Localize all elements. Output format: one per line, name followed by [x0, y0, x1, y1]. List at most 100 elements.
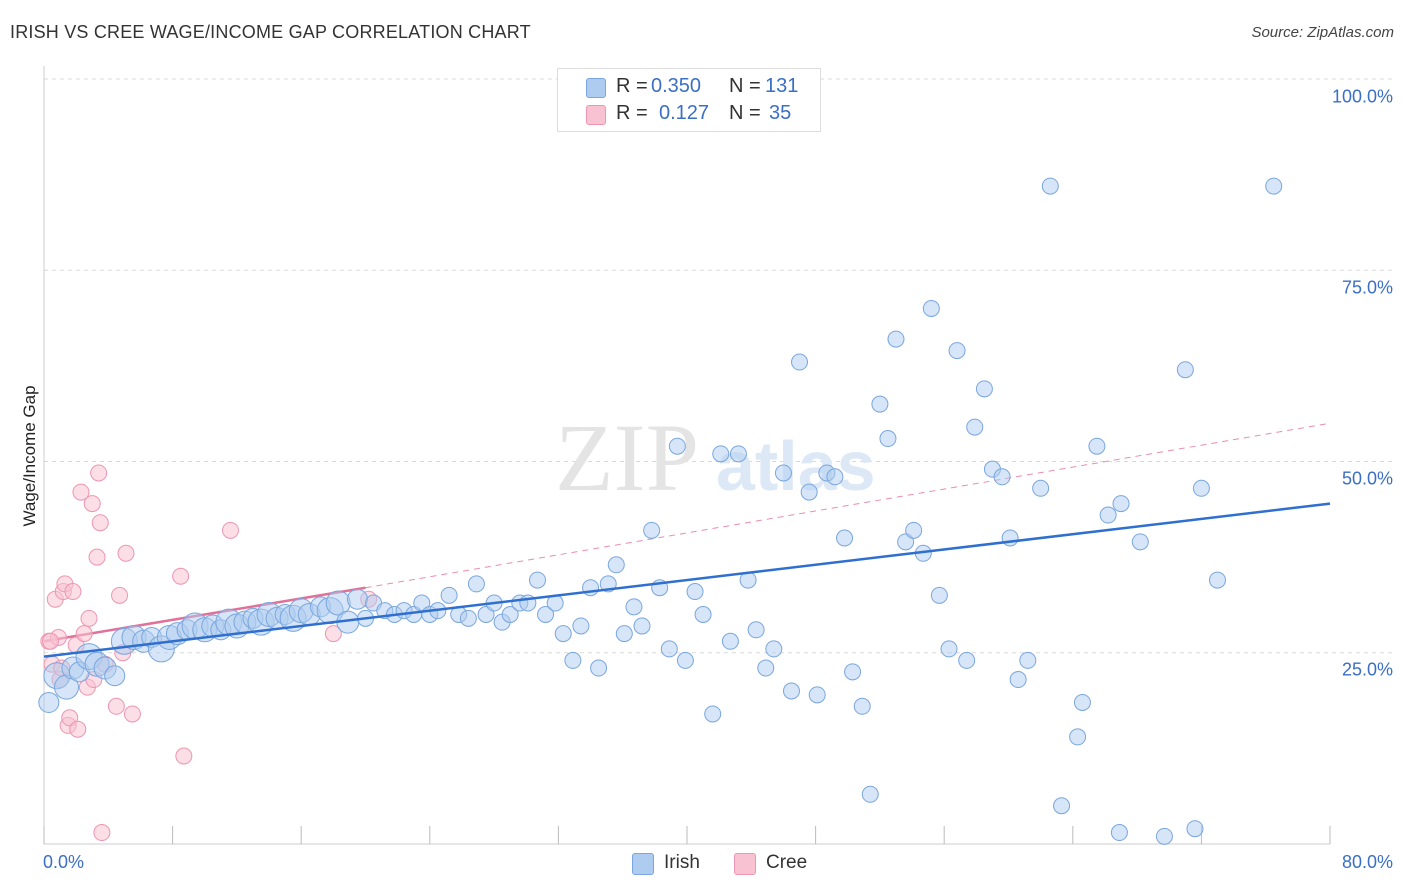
cree-point [64, 583, 82, 601]
cree-point [88, 548, 106, 566]
x-tick-max: 80.0% [1341, 852, 1393, 872]
cree-point [75, 625, 93, 643]
irish-point [948, 342, 966, 360]
irish-point [607, 556, 625, 574]
cree-trend-extension [365, 422, 1331, 589]
watermark-zip: ZIP [555, 404, 699, 511]
irish-point [791, 353, 809, 371]
irish-trend-line [43, 502, 1331, 658]
correlation-legend: R = 0.350 N = 131 R = 0.127 N = 35 [557, 68, 821, 132]
cree-point [107, 697, 125, 715]
chart-title: IRISH VS CREE WAGE/INCOME GAP CORRELATIO… [10, 22, 531, 42]
irish-point [704, 705, 722, 723]
cree-point [93, 824, 111, 842]
irish-point [747, 621, 765, 639]
irish-point [782, 682, 800, 700]
irish-point [826, 468, 844, 486]
irish-point [1001, 529, 1019, 547]
cree-trend-solid [43, 586, 366, 643]
irish-point [861, 785, 879, 803]
irish-point [564, 651, 582, 669]
irish-point [660, 640, 678, 658]
irish-point [1009, 671, 1027, 689]
irish-point [1155, 827, 1173, 845]
cree-point [83, 495, 101, 513]
cree-n-label: N = [729, 102, 761, 124]
cree-point [175, 747, 193, 765]
irish-point [958, 651, 976, 669]
irish-r-label: R = [616, 75, 648, 97]
axes [43, 66, 1331, 845]
irish-point [905, 521, 923, 539]
watermark: ZIP atlas [555, 404, 876, 511]
irish-point [757, 659, 775, 677]
irish-n-label: N = [729, 75, 761, 97]
cree-trend-line [43, 422, 1331, 643]
irish-point [966, 418, 984, 436]
irish-point [633, 617, 651, 635]
irish-point [590, 659, 608, 677]
irish-point [501, 606, 519, 623]
irish-point [1073, 693, 1091, 711]
cree-n-value: 35 [769, 102, 792, 124]
cree-point [41, 632, 59, 650]
irish-point [1088, 437, 1106, 455]
cree-point [172, 567, 190, 585]
irish-points [38, 177, 1283, 845]
irish-r-value: 0.350 [651, 75, 702, 97]
irish-point [686, 583, 704, 601]
irish-point [1112, 495, 1130, 513]
irish-point [712, 445, 730, 463]
irish-point [1041, 177, 1059, 195]
bottom-legend-cree: Cree [734, 852, 824, 876]
irish-point [572, 617, 590, 635]
irish-point [940, 640, 958, 658]
irish-point [1019, 651, 1037, 669]
irish-trend-solid [43, 502, 1331, 658]
cree-point [123, 705, 141, 723]
cree-r-label: R = [616, 102, 648, 124]
irish-swatch [586, 78, 606, 98]
irish-point [38, 691, 60, 713]
irish-point [871, 395, 889, 413]
cree-point [91, 514, 109, 532]
irish-point [676, 651, 694, 669]
bottom-legend-irish: Irish [632, 852, 722, 876]
irish-point [104, 665, 126, 687]
cree-point [90, 464, 108, 482]
irish-point [729, 445, 747, 463]
irish-point [922, 300, 940, 317]
irish-point [467, 575, 485, 593]
cree-point [111, 586, 129, 604]
irish-point [1131, 533, 1149, 551]
bottom-legend-cree-swatch [734, 853, 756, 875]
irish-point [930, 586, 948, 604]
irish-point [537, 606, 555, 623]
bottom-legend-irish-label: Irish [664, 852, 700, 873]
watermark-atlas: atlas [716, 427, 876, 505]
y-tick-25: 25.0% [1341, 659, 1393, 680]
irish-point [643, 521, 661, 539]
irish-point [694, 606, 712, 623]
bottom-legend-irish-swatch [632, 853, 654, 875]
irish-point [765, 640, 783, 658]
irish-point [1053, 797, 1071, 815]
irish-n-value: 131 [765, 75, 799, 97]
irish-point [1032, 479, 1050, 497]
cree-point [72, 483, 90, 501]
cree-point [324, 625, 342, 643]
cree-point [69, 720, 87, 738]
cree-point [117, 544, 135, 562]
y-tick-75: 75.0% [1341, 277, 1393, 298]
irish-point [1192, 479, 1210, 497]
irish-point [800, 483, 818, 501]
irish-point [774, 464, 792, 482]
irish-point [721, 632, 739, 650]
cree-point [80, 609, 98, 627]
irish-point [887, 330, 905, 348]
legend-row-cree: R = 0.127 N = 35 [558, 102, 820, 128]
y-axis-label: Wage/Income Gap [20, 385, 39, 527]
irish-point [440, 586, 458, 604]
cree-swatch [586, 105, 606, 125]
